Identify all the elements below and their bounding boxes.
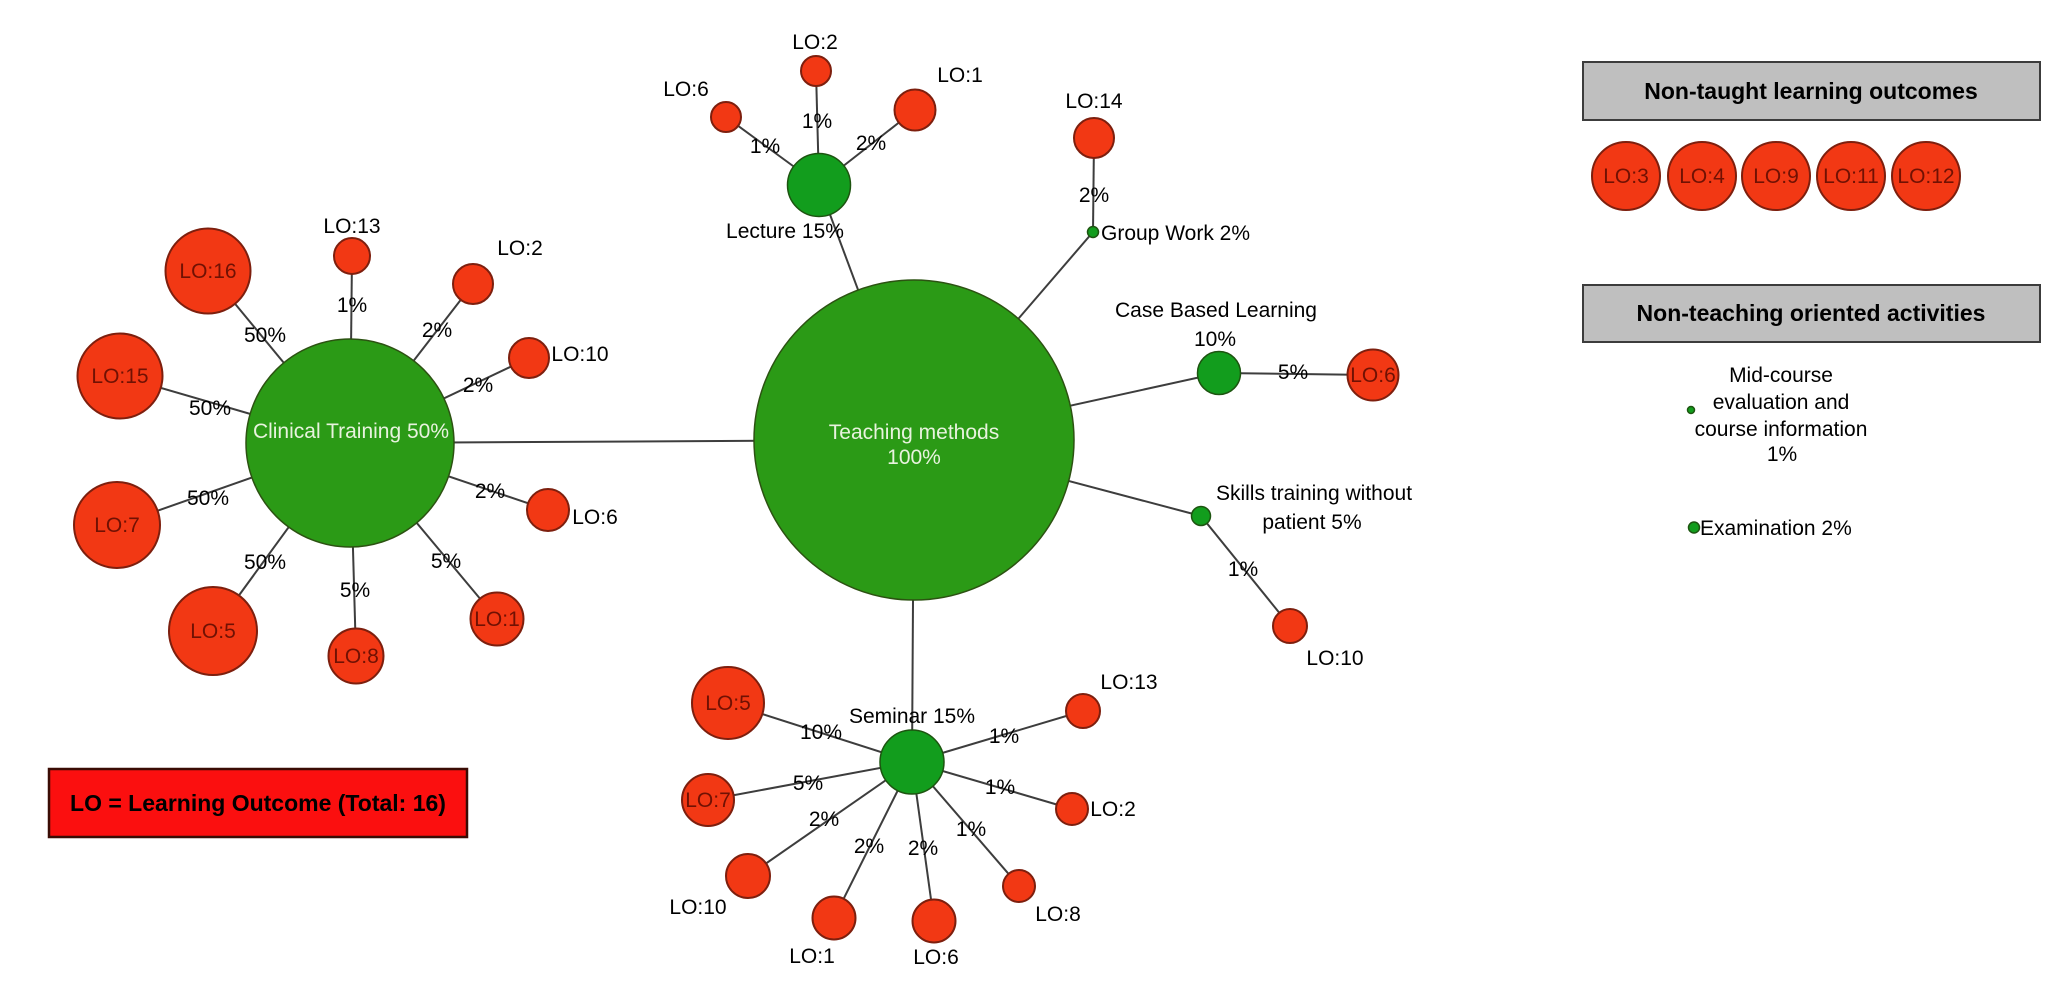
svg-text:Mid-course: Mid-course — [1729, 364, 1833, 387]
svg-text:1%: 1% — [989, 725, 1019, 748]
svg-text:1%: 1% — [750, 135, 780, 158]
svg-text:LO:8: LO:8 — [1035, 903, 1081, 926]
svg-text:5%: 5% — [793, 772, 823, 795]
svg-text:1%: 1% — [802, 110, 832, 133]
svg-text:LO:6: LO:6 — [663, 78, 709, 101]
svg-text:50%: 50% — [244, 324, 286, 347]
svg-text:50%: 50% — [187, 487, 229, 510]
svg-text:LO:5: LO:5 — [190, 620, 236, 643]
svg-text:2%: 2% — [809, 808, 839, 831]
svg-text:10%: 10% — [1194, 328, 1236, 351]
svg-text:LO:2: LO:2 — [1090, 798, 1136, 821]
svg-text:LO:16: LO:16 — [179, 260, 236, 283]
svg-text:LO:10: LO:10 — [669, 896, 726, 919]
svg-text:2%: 2% — [475, 480, 505, 503]
svg-text:50%: 50% — [189, 397, 231, 420]
svg-text:LO:13: LO:13 — [1100, 671, 1157, 694]
svg-text:Clinical Training 50%: Clinical Training 50% — [253, 420, 449, 443]
svg-text:50%: 50% — [244, 551, 286, 574]
svg-text:1%: 1% — [1767, 443, 1797, 466]
svg-text:LO:4: LO:4 — [1679, 165, 1725, 188]
svg-text:2%: 2% — [1079, 184, 1109, 207]
svg-text:Lecture 15%: Lecture 15% — [726, 220, 844, 243]
svg-text:LO:2: LO:2 — [792, 31, 838, 54]
svg-text:LO:7: LO:7 — [94, 514, 140, 537]
svg-text:Non-teaching oriented activiti: Non-teaching oriented activities — [1637, 300, 1986, 326]
svg-text:LO:14: LO:14 — [1065, 90, 1123, 113]
svg-text:1%: 1% — [337, 294, 367, 317]
svg-text:1%: 1% — [956, 818, 986, 841]
svg-text:Case Based Learning: Case Based Learning — [1115, 299, 1317, 322]
svg-text:LO:15: LO:15 — [91, 365, 148, 388]
svg-text:LO:10: LO:10 — [1306, 647, 1363, 670]
svg-text:Skills training without: Skills training without — [1216, 482, 1412, 505]
svg-text:5%: 5% — [340, 579, 370, 602]
svg-text:LO:1: LO:1 — [474, 608, 520, 631]
svg-text:2%: 2% — [908, 837, 938, 860]
svg-text:10%: 10% — [800, 721, 842, 744]
svg-text:LO:6: LO:6 — [913, 946, 959, 969]
svg-text:2%: 2% — [422, 319, 452, 342]
svg-text:Teaching methods: Teaching methods — [829, 421, 999, 444]
svg-text:Examination 2%: Examination 2% — [1700, 517, 1852, 540]
svg-text:1%: 1% — [985, 776, 1015, 799]
svg-text:5%: 5% — [1278, 361, 1308, 384]
svg-text:LO:6: LO:6 — [1350, 364, 1396, 387]
svg-text:5%: 5% — [431, 550, 461, 573]
svg-text:LO:1: LO:1 — [937, 64, 983, 87]
svg-text:Group Work 2%: Group Work 2% — [1101, 222, 1250, 245]
svg-text:LO:13: LO:13 — [323, 215, 380, 238]
svg-text:LO:5: LO:5 — [705, 692, 751, 715]
svg-text:LO:11: LO:11 — [1823, 165, 1879, 188]
svg-text:LO:8: LO:8 — [333, 645, 379, 668]
svg-text:LO:1: LO:1 — [789, 945, 835, 968]
svg-text:LO:6: LO:6 — [572, 506, 618, 529]
svg-text:LO:3: LO:3 — [1603, 165, 1649, 188]
svg-text:Non-taught learning outcomes: Non-taught learning outcomes — [1644, 78, 1978, 104]
svg-text:course information: course information — [1695, 418, 1868, 441]
svg-text:LO:2: LO:2 — [497, 237, 543, 260]
svg-text:100%: 100% — [887, 446, 941, 469]
svg-text:patient 5%: patient 5% — [1262, 511, 1361, 534]
svg-text:LO:9: LO:9 — [1753, 165, 1799, 188]
svg-text:LO = Learning Outcome (Total:: LO = Learning Outcome (Total: 16) — [70, 790, 446, 816]
svg-text:2%: 2% — [463, 374, 493, 397]
svg-text:LO:10: LO:10 — [551, 343, 608, 366]
svg-text:2%: 2% — [856, 132, 886, 155]
svg-text:Seminar 15%: Seminar 15% — [849, 705, 975, 728]
svg-text:2%: 2% — [854, 835, 884, 858]
svg-text:LO:12: LO:12 — [1897, 165, 1954, 188]
svg-text:1%: 1% — [1228, 558, 1258, 581]
svg-text:evaluation and: evaluation and — [1713, 391, 1850, 414]
svg-text:LO:7: LO:7 — [685, 789, 731, 812]
